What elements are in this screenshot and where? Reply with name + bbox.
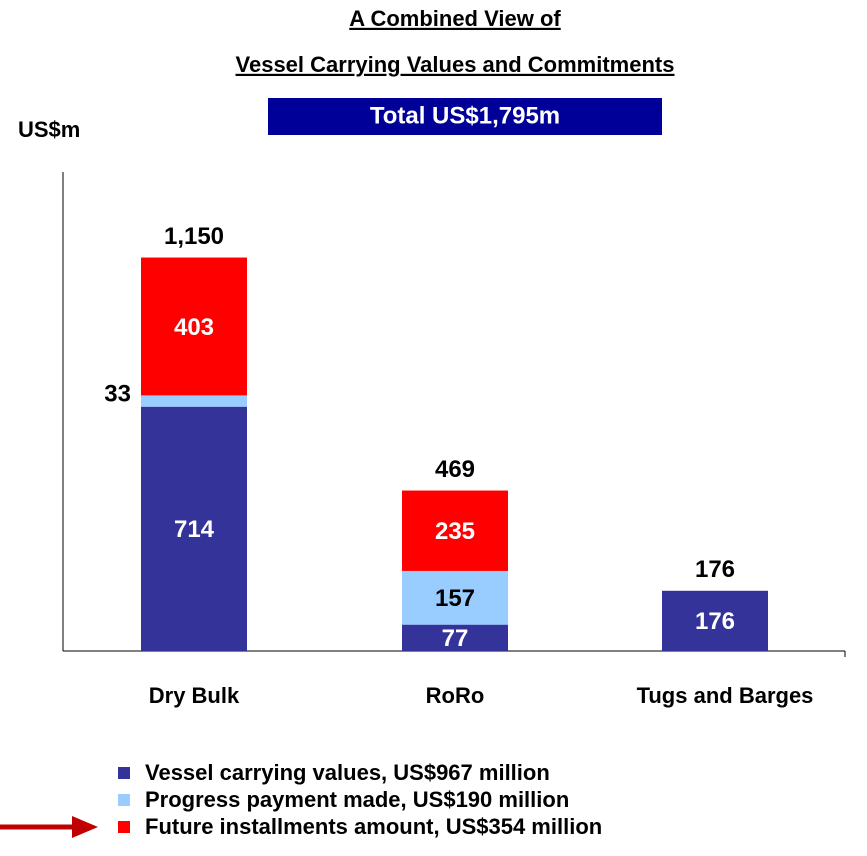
subtitle: Total US$1,795m (370, 102, 560, 129)
bar-segment (402, 570, 508, 625)
data-label: 235 (435, 518, 475, 545)
total-label: 1,150 (164, 223, 224, 250)
y-axis-label: US$m (18, 117, 80, 142)
legend-label: Future installments amount, US$354 milli… (145, 814, 602, 839)
arrow-head (72, 816, 98, 838)
bar-segment (141, 395, 247, 407)
bar-segment (662, 590, 768, 651)
x-tick-label: RoRo (426, 683, 485, 708)
bar-segment (402, 624, 508, 651)
data-label: 33 (104, 380, 131, 407)
data-label: 157 (435, 585, 475, 612)
bar-segment (141, 406, 247, 651)
bar-segment (402, 490, 508, 571)
x-tick-label: Tugs and Barges (637, 683, 814, 708)
data-label: 77 (442, 625, 469, 652)
legend-swatch (118, 794, 130, 806)
chart-title: A Combined View of (349, 6, 561, 31)
bar-segment (141, 257, 247, 396)
chart-title: Vessel Carrying Values and Commitments (236, 52, 675, 77)
legend-swatch (118, 821, 130, 833)
legend-label: Progress payment made, US$190 million (145, 787, 569, 812)
legend-swatch (118, 767, 130, 779)
x-tick-label: Dry Bulk (149, 683, 240, 708)
data-label: 176 (695, 608, 735, 635)
data-label: 403 (174, 314, 214, 341)
total-label: 176 (695, 556, 735, 583)
legend-label: Vessel carrying values, US$967 million (145, 760, 550, 785)
data-label: 714 (174, 516, 215, 543)
subtitle-box (268, 98, 662, 135)
total-label: 469 (435, 456, 475, 483)
